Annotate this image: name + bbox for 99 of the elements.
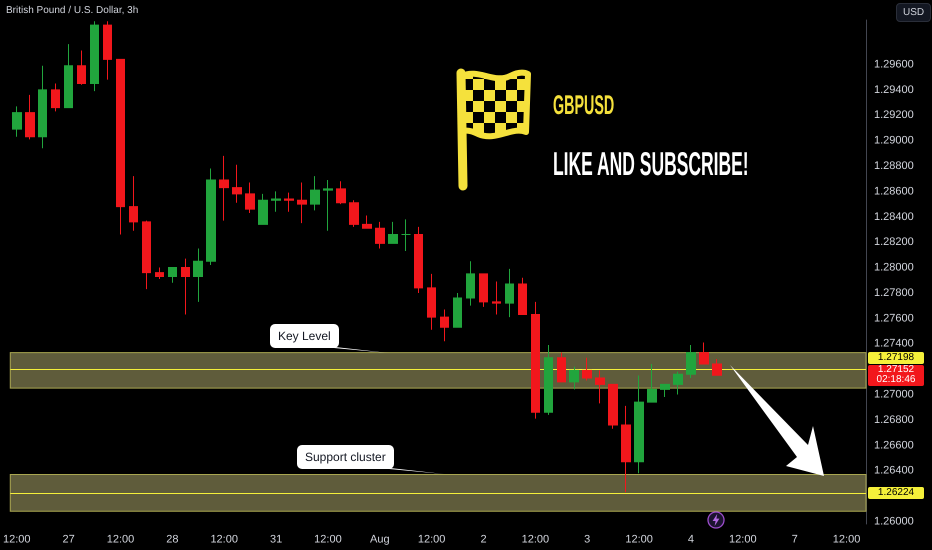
- candlestick: [38, 65, 47, 149]
- candlestick: [492, 281, 501, 316]
- candlestick: [206, 168, 216, 266]
- x-tick-label: 12:00: [832, 534, 860, 546]
- candlestick: [518, 277, 527, 316]
- y-tick-label: 1.26400: [874, 464, 914, 477]
- y-tick-label: 1.27800: [874, 286, 914, 299]
- y-tick-label: 1.28800: [874, 160, 914, 172]
- text: GBPUSD: [553, 90, 614, 120]
- candlestick: [634, 374, 644, 474]
- ref-line-label: 1.27198: [868, 352, 924, 363]
- candlestick: [388, 221, 398, 244]
- x-tick-label: 4: [688, 534, 694, 546]
- annotation: LIKE AND SUBSCRIBE!: [553, 145, 749, 182]
- y-axis-title: USD: [896, 3, 932, 22]
- x-tick-label: 12:00: [2, 534, 31, 546]
- candlestick: [155, 267, 164, 280]
- y-tick-label: 1.28200: [874, 236, 914, 248]
- x-tick-label: 3: [584, 534, 590, 546]
- candlestick: [557, 352, 566, 382]
- x-tick-label: 12:00: [418, 534, 446, 546]
- candlestick: [103, 20, 112, 80]
- x-tick-label: 7: [792, 534, 798, 546]
- candlestick: [712, 358, 722, 376]
- candlestick: [699, 342, 709, 365]
- y-tick-label: 1.26600: [874, 439, 914, 452]
- x-tick-label: Aug: [370, 534, 390, 546]
- candlestick: [453, 292, 462, 328]
- candlestick: [595, 370, 605, 404]
- candlestick: [660, 384, 670, 398]
- candlestick: [569, 366, 579, 390]
- x-tick-label: 12:00: [522, 534, 550, 546]
- y-tick-label: 1.26800: [874, 414, 914, 426]
- candlestick: [245, 182, 255, 214]
- x-tick-label: 2: [480, 534, 487, 546]
- y-tick-label: 1.29000: [874, 134, 914, 147]
- candlestick: [284, 192, 294, 212]
- y-tick-label: 1.29400: [874, 84, 914, 96]
- band-label: Key Level: [270, 324, 339, 348]
- x-tick-label: 12:00: [210, 534, 238, 546]
- candlestick: [297, 182, 307, 224]
- candlestick: [505, 268, 514, 318]
- y-tick-label: 1.29600: [874, 58, 914, 70]
- y-tick-label: 1.27600: [874, 312, 914, 324]
- candlestick: [193, 248, 203, 302]
- candlestick: [25, 94, 35, 140]
- x-tick-label: 12:00: [729, 534, 757, 546]
- candlestick: [271, 190, 281, 212]
- y-tick-label: 1.28400: [874, 210, 914, 223]
- x-tick-label: 12:00: [106, 534, 134, 546]
- candlestick: [531, 301, 540, 420]
- candlestick: [64, 44, 73, 108]
- y-tick-label: 1.29200: [874, 109, 914, 122]
- candlestick: [349, 200, 359, 228]
- candlestick: [90, 20, 99, 92]
- candlestick: [673, 371, 683, 396]
- candlestick: [582, 357, 592, 382]
- text: 02:18:46: [876, 374, 916, 386]
- candlestick: [310, 176, 320, 211]
- candlestick: [168, 267, 177, 284]
- candlestick: [686, 344, 696, 379]
- candlestick: [466, 260, 475, 306]
- candlestick: [323, 179, 333, 232]
- y-tick-label: 1.28000: [874, 262, 914, 274]
- chart-title: British Pound / U.S. Dollar, 3h: [6, 5, 138, 16]
- candlestick: [362, 215, 372, 229]
- y-tick-label: 1.27400: [874, 338, 914, 350]
- candlestick: [142, 220, 151, 290]
- candlestick: [401, 218, 411, 252]
- candlestick: [232, 164, 242, 204]
- candlestick: [77, 50, 86, 86]
- candlestick: [336, 180, 346, 205]
- candlestick: [544, 344, 553, 416]
- candlestick: [621, 405, 631, 493]
- x-tick-label: 12:00: [625, 534, 653, 546]
- candlestick: [427, 273, 436, 330]
- candlestick: [181, 258, 190, 316]
- candlestick: [608, 384, 618, 430]
- candlestick: [51, 82, 60, 112]
- candlestick: [647, 364, 657, 403]
- candlestick: [116, 58, 125, 236]
- candlestick: [129, 176, 138, 232]
- candlestick: [219, 155, 229, 222]
- candlestick: [440, 308, 449, 342]
- candlestick: [414, 226, 423, 294]
- y-tick-label: 1.26000: [874, 515, 914, 528]
- x-tick-label: 28: [166, 534, 178, 546]
- y-tick-label: 1.27000: [874, 388, 914, 401]
- candlestick: [479, 273, 488, 308]
- candlestick: [12, 106, 22, 138]
- candlestick: [375, 221, 385, 250]
- x-tick-label: 12:00: [314, 534, 342, 546]
- text: 1.27152: [878, 364, 914, 376]
- ref-line-label: 1.26224: [868, 487, 924, 498]
- x-tick-label: 27: [62, 534, 75, 546]
- y-tick-label: 1.28600: [874, 185, 914, 198]
- candlestick: [258, 193, 268, 225]
- band-label: Support cluster: [297, 445, 394, 470]
- x-tick-label: 31: [270, 534, 282, 546]
